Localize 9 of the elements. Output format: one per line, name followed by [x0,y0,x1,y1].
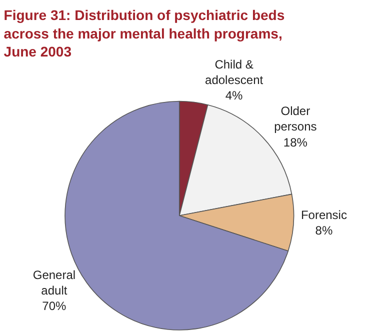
data-label: 4% [225,88,244,102]
data-label: 18% [283,135,308,150]
slice-label: Child & adolescent [205,57,264,87]
data-label: 70% [42,299,67,314]
data-label: 8% [315,224,333,238]
slice-label: Forensic [300,208,347,222]
slice-label: General adult [32,268,76,298]
chart-title: Figure 31: Distribution of psychiatric beds across the major mental health programs, June 2003 [4,7,285,60]
slice-label: Older persons [274,104,317,134]
